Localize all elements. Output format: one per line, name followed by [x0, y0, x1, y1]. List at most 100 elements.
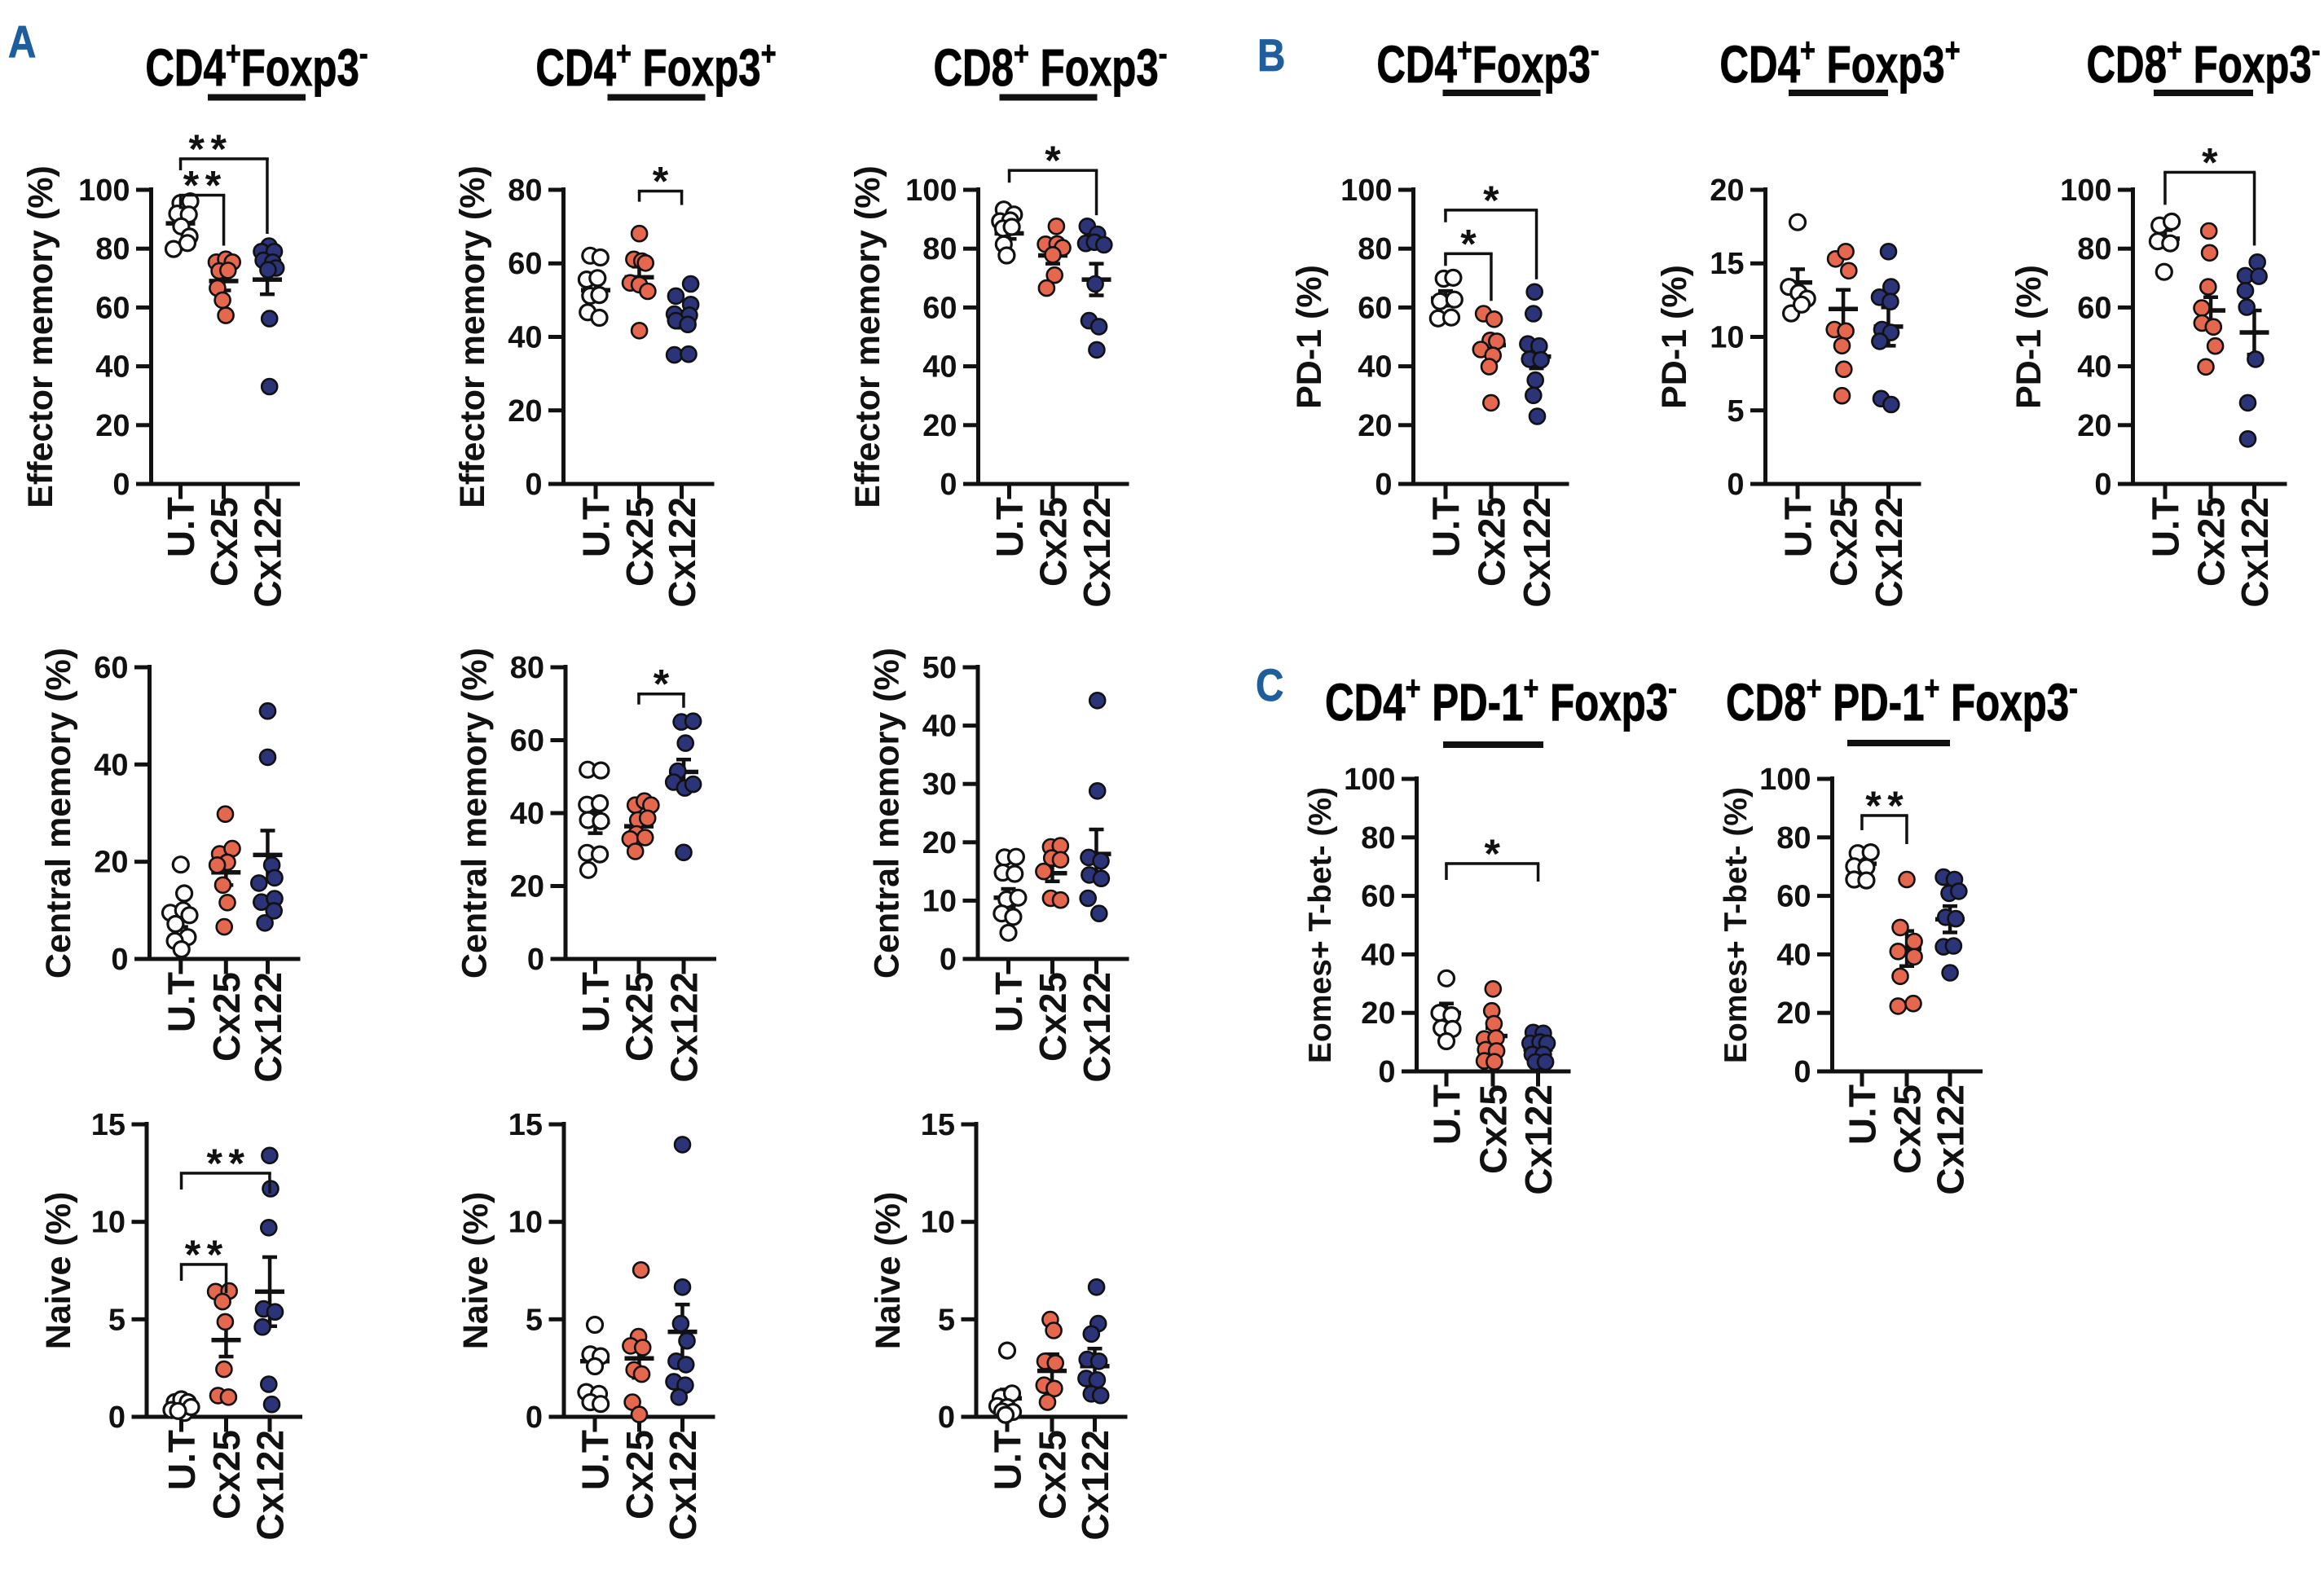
svg-text:10: 10: [922, 884, 957, 918]
svg-text:60: 60: [508, 247, 542, 281]
svg-text:20: 20: [94, 846, 128, 880]
svg-text:*: *: [1484, 831, 1500, 877]
svg-text:A: A: [8, 17, 36, 68]
svg-text:0: 0: [527, 943, 544, 977]
svg-text:15: 15: [921, 1108, 955, 1142]
svg-text:Cx25: Cx25: [205, 1430, 248, 1519]
svg-text:Effector memory (%): Effector memory (%): [453, 165, 492, 508]
svg-text:CD8+ Foxp3-: CD8+ Foxp3-: [2086, 31, 2320, 95]
svg-text:5: 5: [1727, 394, 1744, 429]
svg-text:15: 15: [91, 1108, 125, 1142]
svg-text:10: 10: [508, 1206, 543, 1240]
svg-text:Cx122: Cx122: [1930, 1084, 1972, 1195]
svg-text:20: 20: [922, 409, 957, 443]
svg-text:Cx122: Cx122: [1517, 1084, 1560, 1195]
svg-text:30: 30: [922, 767, 957, 802]
svg-text:*: *: [654, 662, 670, 707]
svg-text:*: *: [210, 126, 227, 172]
svg-text:Naive (%): Naive (%): [39, 1192, 78, 1350]
svg-text:100: 100: [78, 174, 130, 208]
svg-text:60: 60: [2077, 291, 2111, 325]
svg-text:Central memory (%): Central memory (%): [867, 648, 906, 979]
svg-text:*: *: [1460, 221, 1477, 266]
svg-text:Cx25: Cx25: [1472, 1084, 1515, 1174]
svg-text:20: 20: [95, 409, 130, 443]
svg-text:PD-1 (%): PD-1 (%): [1655, 265, 1694, 409]
svg-text:0: 0: [940, 468, 957, 502]
svg-text:*: *: [188, 126, 205, 172]
svg-text:Cx25: Cx25: [618, 1430, 661, 1519]
svg-text:0: 0: [1375, 468, 1392, 502]
svg-text:0: 0: [1794, 1055, 1811, 1089]
svg-text:Effector memory (%): Effector memory (%): [21, 165, 60, 508]
svg-text:*: *: [206, 1141, 222, 1186]
svg-text:*: *: [1887, 783, 1904, 829]
svg-text:CD8+ PD-1+ Foxp3-: CD8+ PD-1+ Foxp3-: [1726, 669, 2078, 732]
svg-text:U.T: U.T: [1842, 1084, 1884, 1145]
svg-text:60: 60: [922, 291, 957, 325]
svg-text:*: *: [1045, 138, 1061, 183]
svg-text:Cx122: Cx122: [1076, 972, 1118, 1083]
svg-text:Eomes+ T-bet- (%): Eomes+ T-bet- (%): [1719, 787, 1754, 1063]
svg-text:80: 80: [95, 232, 130, 266]
svg-text:40: 40: [510, 797, 544, 831]
svg-text:U.T: U.T: [988, 972, 1030, 1032]
svg-text:40: 40: [1358, 350, 1392, 385]
svg-text:40: 40: [508, 321, 542, 355]
svg-text:10: 10: [921, 1206, 955, 1240]
svg-text:Cx25: Cx25: [1032, 972, 1074, 1062]
svg-text:CD4+ Foxp3-: CD4+ Foxp3-: [1376, 31, 1599, 95]
svg-text:C: C: [1256, 660, 1283, 710]
svg-text:*: *: [207, 1232, 223, 1278]
svg-text:40: 40: [2077, 350, 2111, 385]
svg-text:20: 20: [2077, 409, 2111, 443]
svg-text:U.T: U.T: [575, 497, 618, 557]
svg-text:40: 40: [95, 350, 130, 385]
svg-text:Cx122: Cx122: [1516, 497, 1558, 608]
svg-text:Cx122: Cx122: [1074, 1430, 1116, 1541]
svg-text:60: 60: [1358, 291, 1392, 325]
svg-text:100: 100: [1340, 174, 1392, 208]
svg-text:Cx122: Cx122: [663, 972, 706, 1083]
svg-text:Effector memory (%): Effector memory (%): [848, 165, 887, 508]
svg-text:40: 40: [922, 350, 957, 385]
svg-text:80: 80: [1358, 232, 1392, 266]
svg-text:Cx25: Cx25: [1032, 497, 1075, 587]
svg-text:0: 0: [112, 468, 130, 502]
svg-text:80: 80: [508, 174, 542, 208]
svg-text:40: 40: [1776, 938, 1811, 972]
svg-text:*: *: [653, 159, 669, 204]
svg-text:100: 100: [1759, 763, 1811, 797]
svg-text:Cx122: Cx122: [2234, 497, 2276, 608]
svg-text:U.T: U.T: [987, 1430, 1029, 1490]
svg-text:*: *: [1865, 783, 1882, 829]
svg-text:60: 60: [95, 291, 130, 325]
svg-text:B: B: [1257, 30, 1285, 81]
svg-text:0: 0: [1727, 468, 1744, 502]
svg-text:U.T: U.T: [1777, 497, 1820, 557]
svg-text:U.T: U.T: [1426, 1084, 1468, 1145]
svg-text:PD-1 (%): PD-1 (%): [1290, 265, 1329, 409]
svg-text:10: 10: [91, 1206, 125, 1240]
svg-text:100: 100: [905, 174, 957, 208]
svg-text:CD4+ PD-1+ Foxp3-: CD4+ PD-1+ Foxp3-: [1325, 669, 1677, 732]
svg-text:0: 0: [108, 1401, 125, 1435]
svg-text:U.T: U.T: [574, 972, 617, 1032]
svg-text:100: 100: [2060, 174, 2111, 208]
svg-text:Cx122: Cx122: [662, 1430, 704, 1541]
svg-text:CD4+ Foxp3+: CD4+ Foxp3+: [535, 34, 776, 98]
svg-text:*: *: [183, 163, 200, 209]
svg-text:U.T: U.T: [574, 1430, 617, 1490]
svg-text:Cx122: Cx122: [1868, 497, 1910, 608]
svg-text:80: 80: [922, 232, 957, 266]
svg-text:60: 60: [1361, 880, 1395, 914]
svg-text:Central memory (%): Central memory (%): [39, 648, 78, 979]
svg-text:60: 60: [510, 724, 544, 759]
svg-text:Cx25: Cx25: [1471, 497, 1513, 587]
svg-text:5: 5: [938, 1303, 955, 1337]
svg-text:80: 80: [510, 651, 544, 685]
svg-text:40: 40: [94, 748, 128, 782]
svg-text:Cx25: Cx25: [203, 497, 245, 587]
svg-text:U.T: U.T: [160, 497, 202, 557]
svg-text:Cx25: Cx25: [1032, 1430, 1074, 1519]
